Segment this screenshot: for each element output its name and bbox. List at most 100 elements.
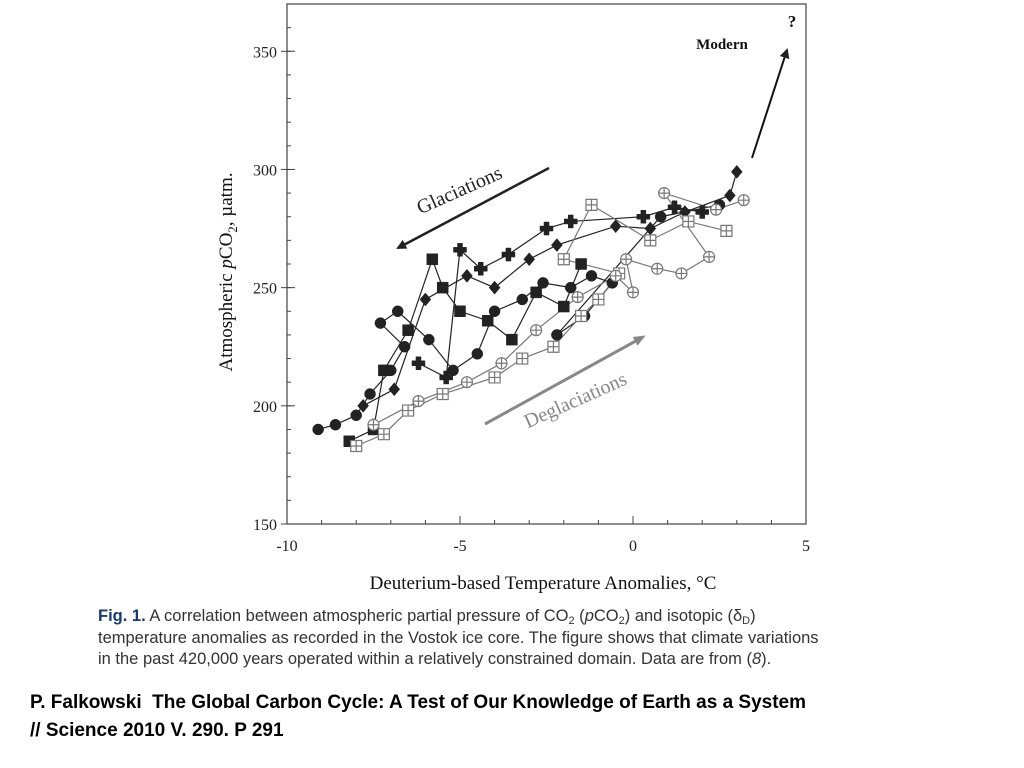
caption-text: 8	[751, 650, 762, 668]
point	[436, 387, 449, 401]
point	[730, 164, 743, 179]
figure-caption: Fig. 1. A correlation between atmospheri…	[98, 606, 819, 671]
point	[564, 281, 577, 294]
point	[644, 234, 657, 247]
point	[460, 376, 474, 389]
citation: P. Falkowski The Global Carbon Cycle: A …	[30, 689, 806, 745]
point	[558, 300, 570, 313]
y-label-part: , µatm.	[216, 172, 237, 226]
y-tick-label: 200	[253, 399, 277, 416]
point	[592, 293, 605, 306]
x-tick-label: -10	[276, 538, 297, 555]
point	[720, 224, 733, 238]
y-tick-label: 250	[253, 281, 277, 298]
point	[530, 324, 543, 337]
point	[658, 187, 671, 200]
x-tick-label: 0	[629, 538, 637, 555]
point	[695, 205, 709, 219]
point	[724, 188, 736, 203]
point	[378, 364, 390, 377]
point	[436, 281, 449, 294]
point	[516, 293, 529, 306]
caption-line: Fig. 1. A correlation between atmospheri…	[98, 606, 819, 628]
point	[412, 395, 425, 408]
caption-text: in the past 420,000 years operated withi…	[98, 650, 752, 668]
caption-text: (	[574, 607, 585, 625]
y-label-part: 2	[225, 226, 240, 233]
point	[454, 305, 466, 318]
point	[461, 268, 473, 283]
caption-text: 2	[568, 615, 575, 627]
point	[350, 409, 362, 421]
point	[447, 364, 459, 377]
point	[516, 352, 529, 365]
point	[501, 247, 516, 262]
point	[495, 357, 508, 370]
point	[329, 419, 342, 431]
caption-text: temperature anomalies as recorded in the…	[98, 628, 819, 647]
point	[426, 253, 439, 266]
point	[575, 258, 587, 270]
point	[398, 341, 411, 353]
y-tick-label: 150	[253, 517, 277, 534]
chart: Glaciations Deglaciations Modern ? Deute…	[216, 3, 810, 594]
point	[575, 309, 588, 323]
caption-text: ).	[761, 650, 772, 668]
point	[530, 286, 542, 299]
point	[312, 423, 324, 436]
point	[551, 238, 563, 252]
point	[453, 243, 467, 257]
point	[609, 219, 622, 234]
point	[626, 286, 640, 299]
caption-text: )	[750, 607, 756, 625]
point	[391, 305, 404, 317]
series-line	[317, 204, 720, 431]
deglaciations-arrow	[484, 335, 646, 426]
point	[471, 348, 484, 360]
plot-frame	[286, 3, 807, 525]
x-tick-label: -5	[453, 538, 466, 555]
point	[585, 198, 598, 212]
deglaciations-label: Deglaciations	[521, 368, 631, 433]
y-label-part: p	[216, 259, 237, 271]
point	[557, 253, 570, 266]
point	[374, 317, 387, 329]
point	[651, 262, 664, 275]
point	[488, 371, 501, 384]
point	[563, 214, 578, 229]
modern-label: Modern	[696, 37, 748, 53]
point	[654, 211, 667, 223]
point	[377, 428, 390, 441]
question-label: ?	[788, 12, 797, 31]
point	[551, 329, 563, 341]
y-tick-label: 350	[253, 44, 277, 61]
point	[667, 200, 682, 215]
point	[609, 269, 622, 282]
caption-text: D	[742, 615, 751, 627]
point	[367, 418, 380, 431]
point	[488, 280, 501, 295]
point	[402, 324, 414, 336]
caption-text: p	[584, 607, 594, 625]
glaciations-arrow	[396, 166, 550, 250]
point	[506, 333, 518, 346]
caption-text: ) and isotopic (δ	[624, 607, 743, 625]
point	[364, 388, 376, 400]
point	[350, 439, 363, 453]
point	[703, 250, 716, 263]
point	[571, 291, 584, 304]
point	[547, 340, 560, 353]
caption-line: in the past 420,000 years operated withi…	[98, 649, 819, 671]
x-tick-label: 5	[802, 538, 810, 555]
point	[402, 404, 415, 417]
citation-line: P. Falkowski The Global Carbon Cycle: A …	[30, 692, 807, 713]
citation-line: // Science 2010 V. 290. P 291	[30, 720, 284, 741]
point	[481, 314, 494, 327]
point	[539, 221, 554, 236]
caption-text: Fig. 1.	[98, 607, 146, 625]
point	[675, 267, 688, 280]
series-line	[362, 171, 738, 407]
glaciations-label: Glaciations	[413, 162, 505, 219]
point	[411, 356, 426, 371]
